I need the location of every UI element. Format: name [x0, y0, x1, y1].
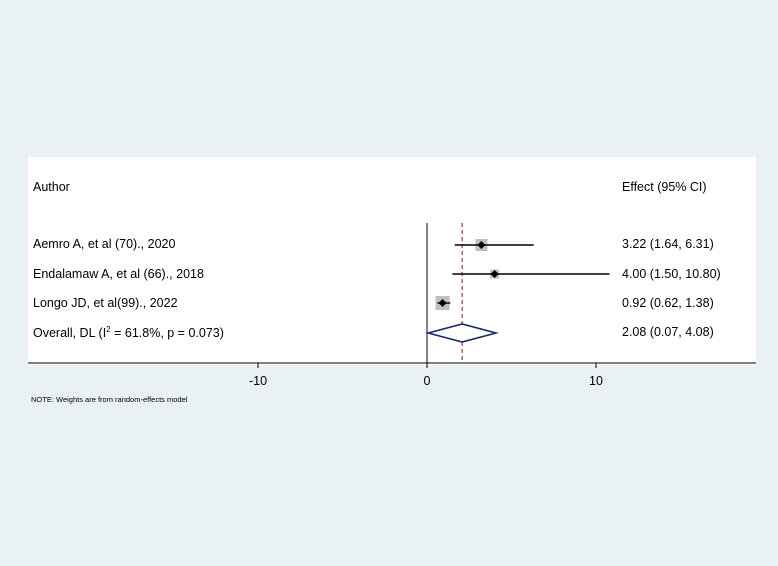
study-label-1: Aemro A, et al (70)., 2020 — [33, 237, 176, 251]
plot-panel — [28, 157, 756, 365]
x-tick-label-0: 0 — [424, 374, 431, 388]
x-tick-label--10: -10 — [249, 374, 267, 388]
overall-effect: 2.08 (0.07, 4.08) — [622, 325, 714, 339]
study-label-2: Endalamaw A, et al (66)., 2018 — [33, 267, 204, 281]
point-estimate-3 — [438, 299, 447, 307]
weights-note: NOTE: Weights are from random-effects mo… — [31, 395, 188, 404]
point-estimate-1 — [477, 241, 486, 249]
study-effect-2: 4.00 (1.50, 10.80) — [622, 267, 721, 281]
point-estimate-2 — [490, 270, 499, 278]
overall-label: Overall, DL (I2 = 61.8%, p = 0.073) — [33, 325, 224, 341]
author-column-header: Author — [33, 180, 70, 194]
overall-diamond — [425, 323, 500, 343]
x-tick-label-10: 10 — [589, 374, 603, 388]
effect-column-header: Effect (95% CI) — [622, 180, 707, 194]
study-effect-1: 3.22 (1.64, 6.31) — [622, 237, 714, 251]
study-effect-3: 0.92 (0.62, 1.38) — [622, 296, 714, 310]
study-label-3: Longo JD, et al(99)., 2022 — [33, 296, 178, 310]
